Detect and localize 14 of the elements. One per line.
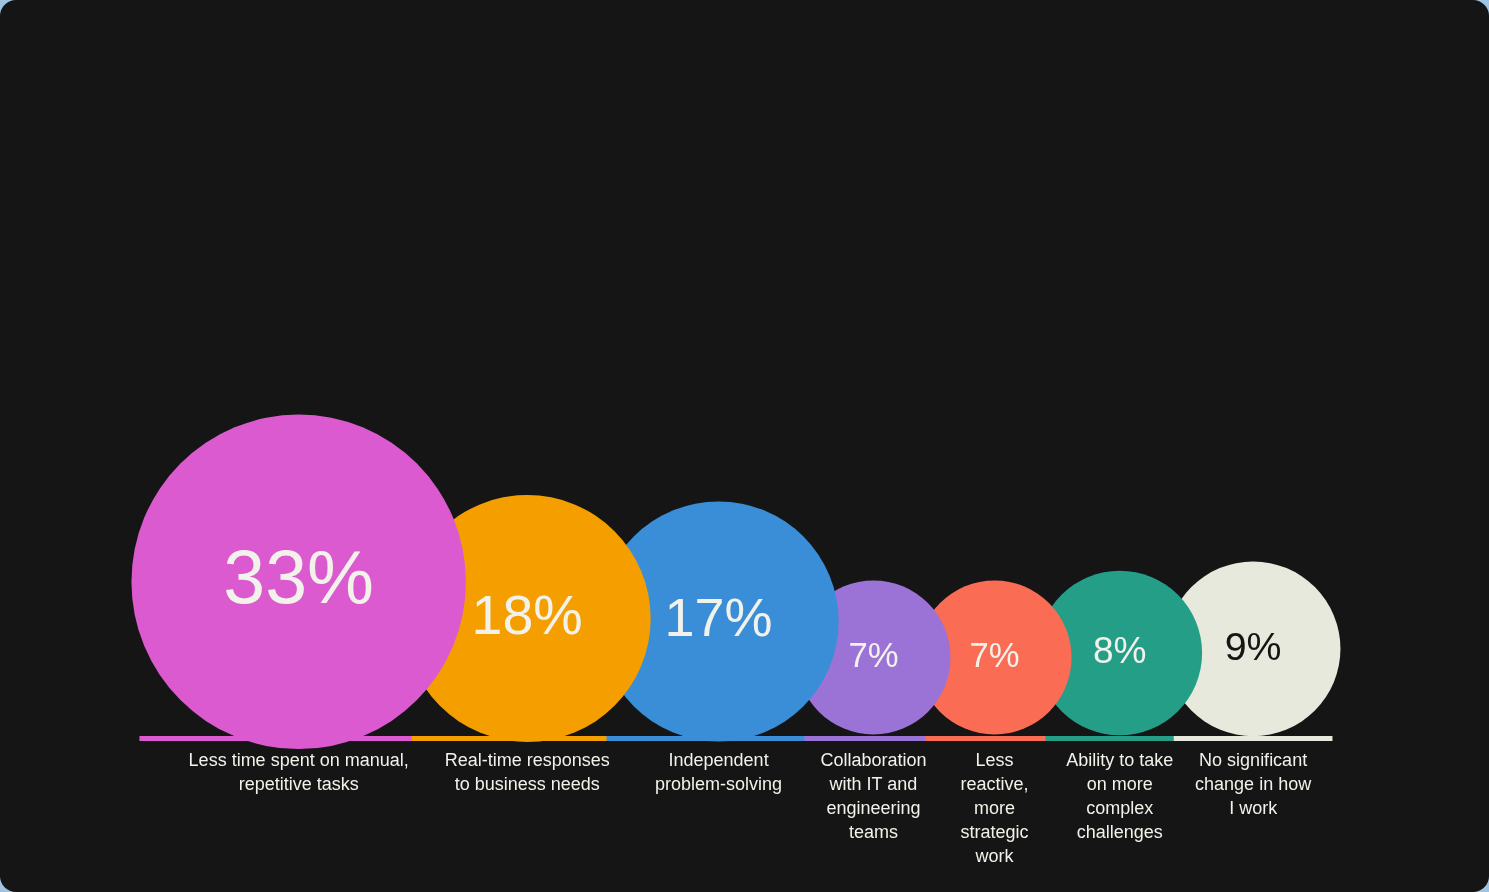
category-label: No significant change in how I work [1195, 749, 1313, 818]
category-label: Less reactive, more strategic work [960, 749, 1029, 866]
data-label: 8% [1093, 629, 1147, 672]
data-label: 7% [969, 636, 1020, 675]
data-label: 33% [223, 534, 374, 619]
category-label: Less time spent on manual, repetitive tasks [188, 749, 409, 794]
category-label: Ability to take on more complex challenges [1066, 749, 1174, 842]
data-label: 17% [664, 587, 773, 648]
category-label: Real-time responses to business needs [444, 749, 610, 794]
data-label: 18% [471, 583, 583, 646]
category-label: Independent problem-solving [655, 749, 783, 794]
category-label: Collaboration with IT and engineering teams [820, 749, 927, 842]
data-label: 7% [848, 636, 899, 675]
data-label: 9% [1224, 623, 1282, 668]
